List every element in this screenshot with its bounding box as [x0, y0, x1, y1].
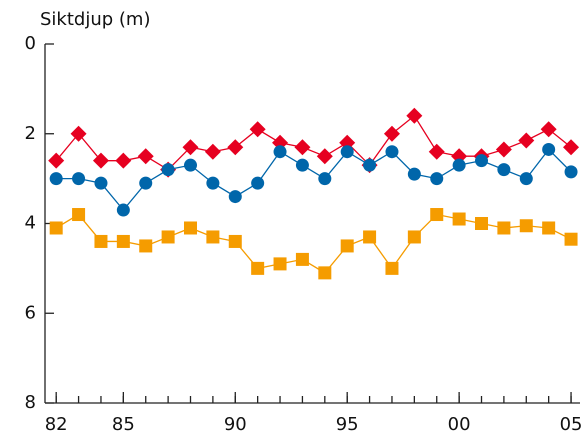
point	[295, 252, 309, 266]
point	[406, 107, 423, 124]
point	[49, 172, 63, 186]
point	[92, 152, 109, 169]
point	[407, 167, 421, 181]
point	[318, 266, 332, 280]
point	[72, 172, 86, 186]
point	[318, 172, 332, 186]
x-tick-label: 00	[448, 414, 471, 435]
point	[161, 163, 175, 177]
point	[228, 234, 242, 248]
point	[161, 230, 175, 244]
point	[294, 139, 311, 156]
point	[563, 139, 580, 156]
x-tick-label: 90	[224, 414, 247, 435]
point	[564, 165, 578, 179]
point	[385, 261, 399, 275]
point	[385, 145, 399, 159]
x-tick-label: 95	[336, 414, 359, 435]
point	[428, 143, 445, 160]
point	[184, 221, 198, 235]
point	[115, 152, 132, 169]
point	[251, 176, 265, 190]
point	[519, 219, 533, 233]
point	[363, 230, 377, 244]
point	[139, 176, 153, 190]
point	[94, 176, 108, 190]
point	[430, 172, 444, 186]
point	[116, 203, 130, 217]
y-tick-label: 0	[25, 33, 36, 54]
point	[204, 143, 221, 160]
chart-title: Siktdjup (m)	[40, 9, 150, 30]
point	[249, 121, 266, 138]
point	[139, 239, 153, 253]
point	[452, 158, 466, 172]
point	[251, 261, 265, 275]
point	[70, 125, 87, 142]
point	[116, 234, 130, 248]
point	[497, 221, 511, 235]
series-line	[55, 114, 572, 171]
x-tick-label: 82	[45, 414, 68, 435]
point	[542, 221, 556, 235]
point	[475, 217, 489, 230]
y-tick-label: 6	[25, 302, 36, 323]
point	[495, 141, 512, 158]
point	[518, 132, 535, 149]
point	[295, 158, 309, 172]
point	[184, 158, 198, 172]
point	[94, 234, 108, 248]
y-tick-label: 2	[25, 123, 36, 144]
point	[228, 190, 242, 204]
y-tick-label: 8	[25, 392, 36, 413]
point	[273, 257, 287, 271]
point	[340, 239, 354, 253]
point	[206, 230, 220, 244]
point	[519, 172, 533, 186]
point	[540, 121, 557, 138]
point	[407, 230, 421, 244]
point	[475, 154, 489, 168]
point	[137, 148, 154, 165]
point	[182, 139, 199, 156]
point	[48, 152, 65, 169]
x-tick-label: 05	[560, 414, 583, 435]
point	[340, 145, 354, 159]
point	[564, 232, 578, 246]
point	[227, 139, 244, 156]
point	[497, 163, 511, 177]
point	[273, 145, 287, 159]
point	[430, 208, 444, 222]
point	[542, 142, 556, 156]
point	[383, 125, 400, 142]
series-line	[55, 213, 572, 274]
y-tick-label: 4	[25, 213, 36, 234]
point	[49, 221, 63, 235]
x-tick-label: 85	[112, 414, 135, 435]
point	[316, 148, 333, 165]
point	[363, 158, 377, 172]
point	[72, 208, 86, 222]
point	[206, 176, 220, 190]
point	[452, 212, 466, 226]
